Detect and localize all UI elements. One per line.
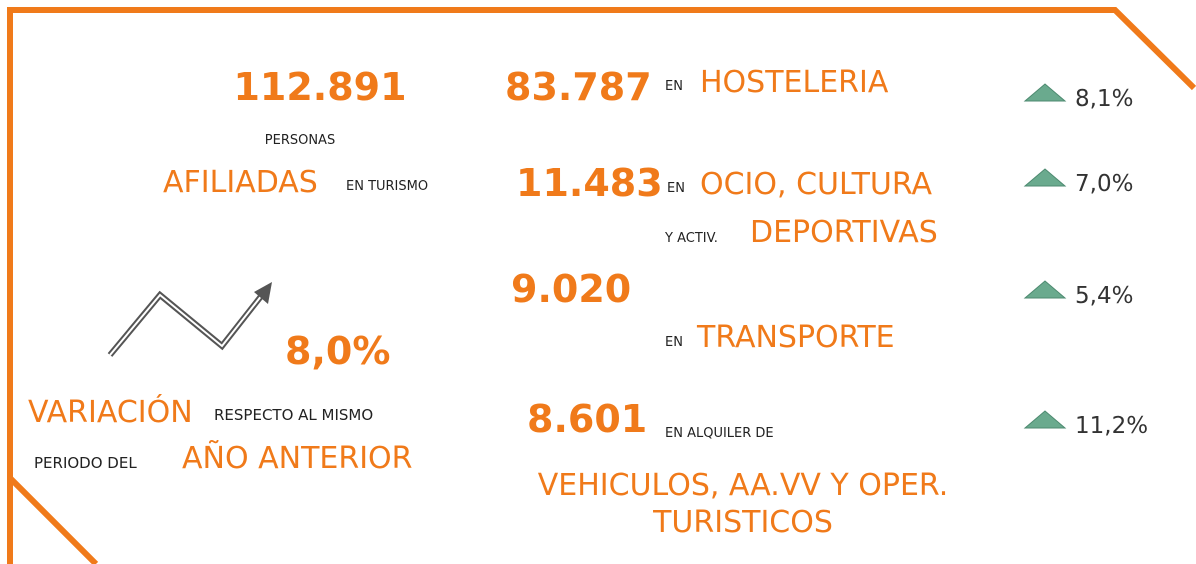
- frame-corner: [7, 475, 99, 564]
- variation-highlight: AÑO ANTERIOR: [182, 440, 413, 476]
- sector-value: 11.483: [516, 161, 663, 205]
- sector-prefix: EN ALQUILER DE: [665, 426, 774, 441]
- variation-highlight: VARIACIÓN: [28, 393, 193, 430]
- sector-change: 8,1%: [1075, 86, 1133, 112]
- sector-value: 8.601: [527, 397, 647, 441]
- variation-text: PERIODO DEL: [34, 454, 137, 472]
- total-highlight: AFILIADAS: [163, 165, 318, 200]
- up-icon: [1023, 410, 1067, 429]
- sector-value: 9.020: [511, 267, 631, 311]
- sector-prefix: EN: [665, 79, 683, 94]
- trend-arrow: [107, 282, 272, 357]
- up-icon: [1023, 280, 1067, 299]
- total-line: PERSONAS: [265, 133, 335, 148]
- sector-prefix: EN: [667, 181, 685, 196]
- variation-text: RESPECTO AL MISMO: [214, 406, 373, 424]
- sector-change: 11,2%: [1075, 413, 1148, 439]
- sector-label: DEPORTIVAS: [750, 215, 938, 250]
- sector-prefix: Y ACTIV.: [664, 231, 718, 246]
- frame: [7, 7, 1196, 564]
- total-value: 112.891: [233, 65, 406, 109]
- up-icon: [1023, 168, 1067, 187]
- sector-label: TRANSPORTE: [696, 320, 895, 355]
- up-icon: [1023, 83, 1067, 102]
- sector-change: 7,0%: [1075, 171, 1133, 197]
- sector-label: HOSTELERIA: [700, 65, 889, 100]
- sector-change: 5,4%: [1075, 283, 1133, 309]
- sector-label: OCIO, CULTURA: [700, 167, 932, 202]
- variation-value: 8,0%: [285, 329, 390, 373]
- sector-prefix: EN: [665, 335, 683, 350]
- sector-value: 83.787: [505, 65, 652, 109]
- sector-label: VEHICULOS, AA.VV Y OPER.: [538, 468, 948, 503]
- sector-label: TURISTICOS: [652, 505, 833, 540]
- total-rest: EN TURISMO: [346, 179, 428, 194]
